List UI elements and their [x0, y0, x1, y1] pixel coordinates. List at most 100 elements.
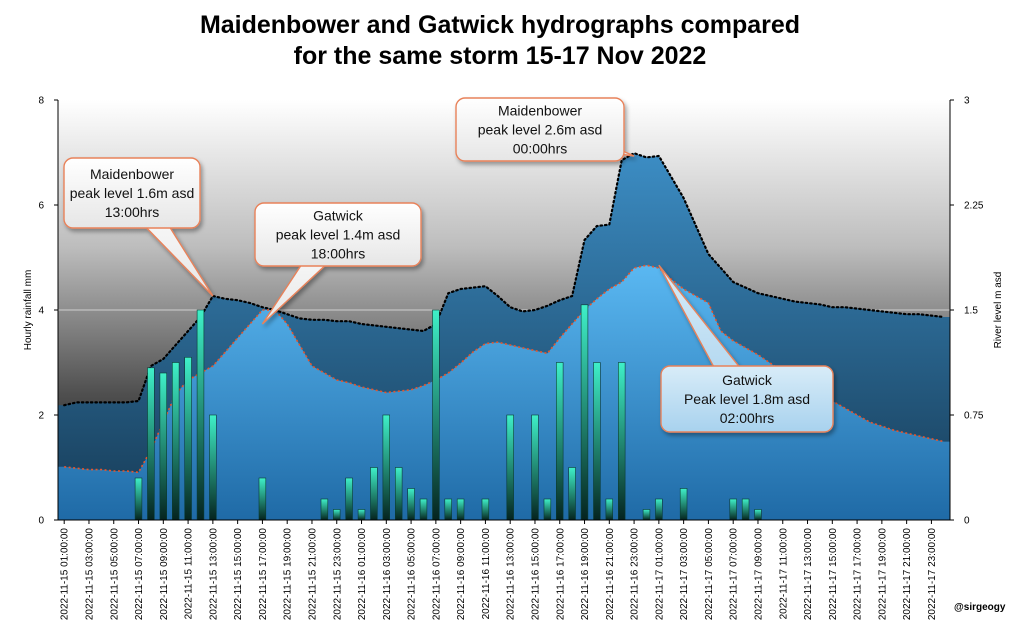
left-tick-label: 4: [38, 306, 44, 317]
x-tick-label: 2022-11-16 09:00:00: [456, 528, 467, 621]
x-axis-ticks: 2022-11-15 01:00:00 2022-11-15 03:00:00 20…: [60, 520, 938, 620]
x-tick-label: 2022-11-15 03:00:00: [85, 528, 96, 621]
x-tick-label: 2022-11-17 03:00:00: [679, 528, 690, 621]
right-axis-title: River level m asd: [993, 272, 1004, 349]
annotation-text: Maidenbower: [90, 166, 174, 182]
annotation-box: [63, 157, 201, 229]
x-tick-label: 2022-11-15 05:00:00: [109, 528, 120, 621]
annotation-text: 13:00hrs: [105, 204, 159, 220]
rainfall-bar: [605, 498, 614, 521]
x-tick-label: 2022-11-16 19:00:00: [580, 528, 591, 621]
rainfall-bar: [209, 414, 217, 521]
rainfall-bar: [580, 304, 589, 521]
rainfall-bar: [506, 414, 514, 521]
annotation-text: 02:00hrs: [720, 410, 774, 426]
x-tick-label: 2022-11-17 23:00:00: [927, 528, 938, 621]
right-tick-label: 3: [964, 96, 970, 107]
left-axis-title: Hourly rainfall mm: [23, 270, 34, 351]
x-tick-label: 2022-11-17 07:00:00: [729, 528, 740, 621]
left-tick-label: 6: [38, 201, 44, 212]
rainfall-bar: [345, 477, 353, 521]
x-tick-label: 2022-11-15 21:00:00: [308, 528, 319, 621]
annotations: Maidenbower peak level 1.6m asd 13:00hrs Ga…: [63, 97, 834, 433]
right-tick-label: 0: [964, 516, 970, 527]
annotation-text: peak level 1.6m asd: [70, 185, 195, 201]
x-tick-label: 2022-11-17 01:00:00: [654, 528, 665, 621]
x-tick-label: 2022-11-15 17:00:00: [258, 528, 269, 621]
rainfall-bar: [741, 498, 750, 521]
annotation-box: [254, 202, 422, 267]
rainfall-bar: [407, 488, 415, 521]
x-tick-label: 2022-11-17 05:00:00: [704, 528, 715, 621]
gatwick-area: [58, 265, 950, 520]
right-tick-label: 2.25: [964, 201, 984, 212]
rainfall-bar: [444, 498, 452, 521]
x-tick-label: 2022-11-15 01:00:00: [60, 528, 71, 621]
annotation-gatwick-peak-1: [254, 202, 422, 325]
x-tick-label: 2022-11-16 15:00:00: [531, 528, 542, 621]
x-tick-label: 2022-11-15 19:00:00: [283, 528, 294, 621]
rainfall-bar: [382, 414, 390, 521]
annotation-text: Gatwick: [313, 208, 364, 224]
left-tick-label: 8: [38, 96, 44, 107]
x-tick-label: 2022-11-17 09:00:00: [754, 528, 765, 621]
annotation-text: 00:00hrs: [513, 141, 567, 157]
right-tick-label: 1.5: [964, 306, 978, 317]
rainfall-bar: [320, 498, 329, 521]
right-axis-ticks: 0 0.75 1.5 2.25 3: [950, 96, 984, 527]
rainfall-bar: [419, 498, 428, 521]
x-tick-label: 2022-11-16 03:00:00: [382, 528, 393, 621]
rainfall-bar: [456, 498, 465, 521]
annotation-gatwick-peak-2: [658, 264, 834, 433]
annotation-box: [660, 365, 834, 433]
chart-title-line-2: for the same storm 15-17 Nov 2022: [293, 42, 707, 70]
rainfall-bar: [370, 467, 378, 521]
x-tick-label: 2022-11-17 15:00:00: [828, 528, 839, 621]
rainfall-bar: [394, 467, 403, 521]
x-tick-label: 2022-11-16 11:00:00: [481, 528, 492, 620]
right-tick-label: 0.75: [964, 411, 984, 422]
x-tick-label: 2022-11-15 11:00:00: [184, 528, 195, 620]
rainfall-bar: [332, 509, 341, 521]
rainfall-bar: [258, 477, 267, 521]
rainfall-bar: [543, 498, 552, 521]
rainfall-bar: [679, 488, 688, 521]
left-axis-ticks: 0 2 4 6 8: [38, 96, 58, 527]
maidenbower-line: [63, 152, 945, 407]
rainfall-bar: [568, 467, 576, 521]
annotation-box: [455, 97, 625, 162]
x-tick-label: 2022-11-17 17:00:00: [853, 528, 864, 621]
x-tick-label: 2022-11-16 13:00:00: [506, 528, 517, 621]
rainfall-bar: [531, 414, 539, 521]
rainfall-bar: [655, 498, 663, 521]
x-tick-label: 2022-11-15 23:00:00: [332, 528, 343, 621]
rainfall-bar: [184, 356, 192, 521]
left-tick-label: 0: [38, 516, 44, 527]
x-tick-label: 2022-11-15 07:00:00: [134, 528, 145, 621]
rainfall-bar: [357, 509, 366, 521]
rainfall-bar: [642, 509, 651, 521]
annotation-text: 18:00hrs: [311, 246, 365, 262]
x-tick-label: 2022-11-16 07:00:00: [431, 528, 442, 621]
x-tick-label: 2022-11-16 23:00:00: [630, 528, 641, 621]
rainfall-bar: [555, 362, 564, 521]
chart-title: Maidenbower and Gatwick hydrographs comp…: [0, 10, 1000, 72]
x-tick-label: 2022-11-16 05:00:00: [407, 528, 418, 621]
rainfall-bar: [172, 362, 180, 521]
x-tick-label: 2022-11-17 11:00:00: [778, 528, 789, 620]
annotation-text: peak level 2.6m asd: [478, 122, 603, 138]
annotation-maidenbower-peak-1: [63, 157, 214, 297]
x-tick-label: 2022-11-17 19:00:00: [877, 528, 888, 621]
rainfall-bar: [754, 509, 762, 521]
credit-label: @sirgeogy: [954, 602, 1006, 613]
annotation-text: Peak level 1.8m asd: [684, 391, 810, 407]
rainfall-bar: [729, 498, 737, 521]
x-tick-label: 2022-11-16 01:00:00: [357, 528, 368, 621]
rainfall-bar: [159, 372, 167, 521]
left-tick-label: 2: [38, 411, 44, 422]
rainfall-bar: [593, 362, 601, 521]
rainfall-bar: [481, 498, 490, 521]
chart-title-line-1: Maidenbower and Gatwick hydrographs comp…: [199, 11, 801, 39]
x-tick-label: 2022-11-16 21:00:00: [605, 528, 616, 621]
rainfall-bar: [617, 362, 626, 521]
